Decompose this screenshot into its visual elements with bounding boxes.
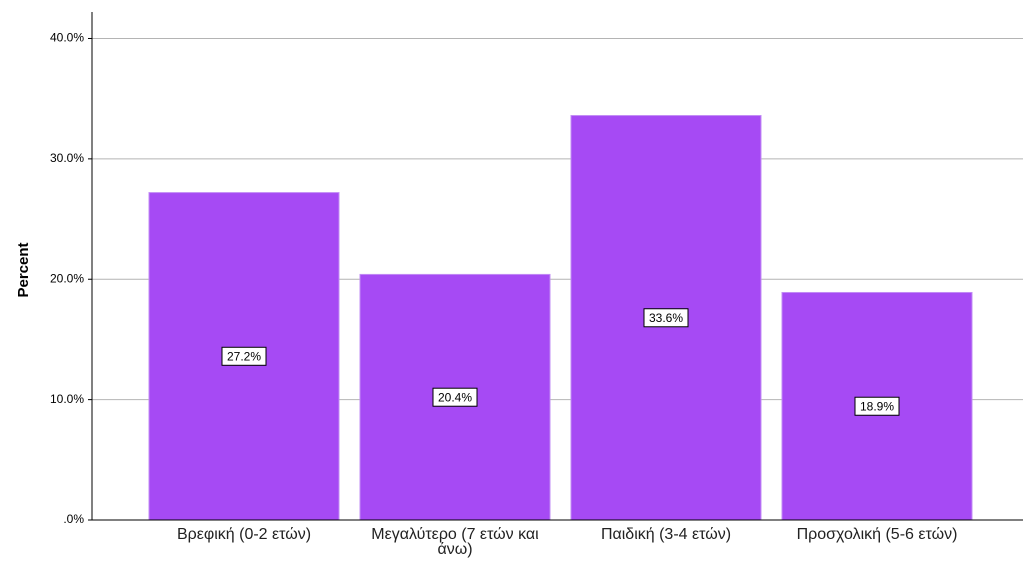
x-tick-label: Παιδική (3-4 ετών) xyxy=(600,526,732,543)
value-label-box xyxy=(432,387,478,407)
value-label: 27.2% xyxy=(227,349,261,363)
y-tick-label: 20.0% xyxy=(50,271,84,285)
y-tick-label: 40.0% xyxy=(50,31,84,45)
value-label: 33.6% xyxy=(649,311,683,325)
value-label: 18.9% xyxy=(860,399,894,413)
x-tick-label: Βρεφική (0-2 ετών) xyxy=(176,526,312,543)
value-label-box xyxy=(854,396,900,416)
y-tick-label: 30.0% xyxy=(50,151,84,165)
x-tick-label: Προσχολική (5-6 ετών) xyxy=(796,526,958,543)
x-tick-label: Μεγαλύτερο (7 ετών και άνω) xyxy=(371,526,539,558)
value-label-box xyxy=(221,346,267,366)
y-tick-label: 10.0% xyxy=(50,392,84,406)
value-label-box xyxy=(643,308,689,328)
y-tick-label: .0% xyxy=(63,512,84,526)
y-axis-label: Percent xyxy=(15,242,32,297)
value-label: 20.4% xyxy=(438,390,472,404)
